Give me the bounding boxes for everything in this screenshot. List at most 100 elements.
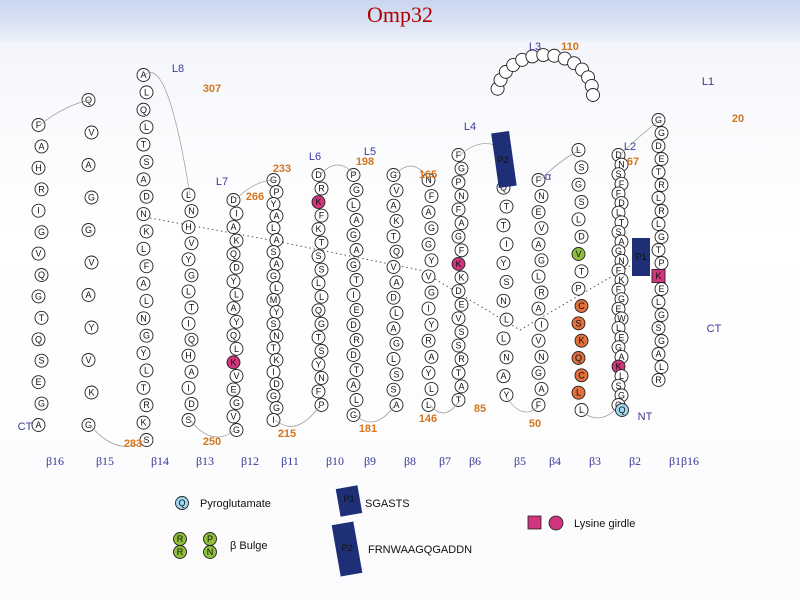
residue-letter: P (350, 170, 356, 180)
residue (571, 143, 586, 157)
residue (651, 269, 666, 283)
residue-letter: D (618, 198, 625, 208)
title-banner (0, 0, 800, 42)
residue (389, 306, 404, 320)
residue-letter: A (535, 239, 541, 249)
residue-letter: S (575, 318, 581, 328)
residue (314, 208, 329, 223)
residue (229, 314, 244, 329)
residue-letter: E (535, 207, 541, 217)
residue-letter: T (319, 238, 325, 248)
residue-letter: F (456, 150, 462, 160)
residue (654, 308, 669, 322)
strand-label: β4 (549, 454, 561, 468)
residue-letter: V (35, 249, 41, 259)
residue-number: 250 (203, 436, 221, 448)
residue (34, 353, 49, 368)
residue-letter: F (144, 261, 150, 271)
legend-lysine-circle (548, 515, 564, 531)
residue (574, 160, 589, 175)
residue (34, 396, 49, 411)
residue-letter: L (316, 278, 321, 288)
residue-letter: E (618, 333, 624, 343)
residue-letter: V (85, 355, 91, 365)
page-title: Omp32 (367, 2, 433, 27)
loop-connector (539, 149, 581, 181)
residue-letter: G (425, 239, 432, 249)
legend-p1-label: P1 (343, 494, 354, 504)
residue (451, 365, 466, 380)
residue-letter: K (273, 355, 279, 365)
residue-letter: G (85, 225, 92, 235)
residue (574, 299, 589, 313)
residue (31, 375, 46, 390)
residue-letter: A (273, 259, 279, 269)
residue-letter: E (658, 284, 664, 294)
residue (311, 303, 326, 318)
residue-letter: A (425, 207, 431, 217)
residue-letter: T (619, 217, 625, 227)
residue (184, 300, 199, 315)
residue (311, 330, 326, 345)
residue (531, 205, 546, 220)
residue (34, 182, 49, 197)
residue (314, 262, 329, 277)
residue-letter: C (578, 301, 585, 311)
residue-letter: A (618, 237, 624, 247)
residue-letter: A (188, 367, 194, 377)
helix-label: α (545, 171, 552, 183)
residue-letter: L (274, 283, 279, 293)
residue-letter: A (230, 222, 236, 232)
residue-letter: I (272, 367, 275, 377)
residue-letter: T (141, 140, 147, 150)
residue-letter: G (353, 185, 360, 195)
residue-letter: L (141, 244, 146, 254)
residue-letter: A (353, 245, 359, 255)
residue-letter: E (615, 304, 621, 314)
residue (534, 221, 549, 236)
residue (84, 320, 99, 335)
residue-letter: D (390, 293, 397, 303)
residue-letter: F (536, 175, 542, 185)
residue-letter: S (615, 169, 621, 179)
residue-letter: L (576, 214, 581, 224)
residue-letter: S (143, 435, 149, 445)
residue-letter: A (140, 174, 146, 184)
loop-label-l5: L5 (364, 146, 376, 158)
loop-connector (394, 165, 431, 181)
residue-letter: T (316, 332, 322, 342)
residue-letter: M (270, 295, 278, 305)
residue (651, 347, 666, 361)
residue (136, 346, 151, 361)
residue-letter: I (505, 239, 508, 249)
residue-letter: T (501, 220, 507, 230)
residue (314, 370, 329, 385)
residue-letter: L (186, 190, 191, 200)
residue-letter: A (85, 160, 91, 170)
residue (31, 418, 46, 432)
residue (34, 139, 49, 154)
residue (531, 173, 546, 187)
residue-number: 181 (359, 423, 377, 435)
residue-letter: G (233, 398, 240, 408)
strand-label-right: β16 (681, 454, 699, 468)
residue-letter: G (538, 255, 545, 265)
residue-letter: T (656, 245, 662, 255)
residue-letter: I (187, 383, 190, 393)
plug-p1-label: P1 (635, 252, 646, 262)
residue-letter: K (230, 357, 236, 367)
residue-letter: A (353, 215, 359, 225)
residue (81, 158, 96, 172)
residue (454, 161, 469, 176)
residue (454, 270, 469, 285)
residue (386, 352, 401, 366)
residue-letter: G (393, 339, 400, 349)
residue (31, 289, 46, 304)
residue (346, 348, 361, 362)
residue-letter: E (35, 377, 41, 387)
residue (651, 191, 666, 205)
residue-letter: D (233, 263, 240, 273)
residue-letter: G (428, 288, 435, 298)
residue-letter: A (140, 70, 146, 80)
